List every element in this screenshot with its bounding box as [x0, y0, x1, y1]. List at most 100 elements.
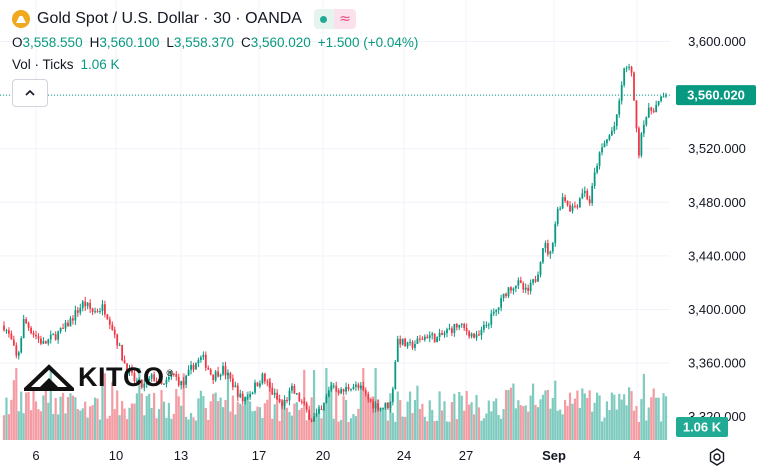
volume-bar [364, 393, 367, 440]
volume-bar [106, 418, 109, 440]
candle-body [519, 280, 522, 284]
candle-body [453, 323, 456, 333]
candle-body [148, 378, 151, 381]
chart-settings-button[interactable] [705, 445, 729, 469]
volume-bar [440, 410, 444, 440]
candle-body [217, 371, 220, 377]
candle-body [167, 377, 170, 380]
volume-bar [27, 392, 30, 440]
volume-bar [608, 410, 611, 440]
candle-body [559, 208, 562, 210]
volume-bar [595, 392, 599, 440]
candle-body [588, 199, 591, 204]
market-status-pill[interactable]: ≈ [313, 9, 356, 29]
volume-bar [455, 419, 458, 440]
candle-body [197, 359, 200, 364]
volume-bar [93, 397, 97, 440]
volume-bar [34, 401, 38, 440]
candle-body [635, 100, 638, 129]
collapse-legend-button[interactable] [12, 79, 48, 107]
candle-body [416, 338, 419, 345]
candle-body [556, 208, 559, 225]
candle-body [630, 66, 633, 73]
gold-coin-icon[interactable] [12, 10, 30, 28]
volume-bar [170, 418, 173, 440]
candle-body [357, 384, 360, 388]
volume-bar [495, 398, 498, 440]
candle-body [640, 133, 643, 156]
candle-body [261, 373, 264, 384]
last-volume-badge-label: 1.06 K [683, 420, 722, 435]
volume-bar [664, 396, 668, 440]
candle-body [482, 324, 485, 330]
candle-body [298, 393, 301, 402]
symbol-title[interactable]: Gold Spot / U.S. Dollar · 30 · OANDA [37, 10, 302, 27]
candle-body [133, 372, 136, 382]
candle-body [473, 333, 475, 338]
kitco-watermark: KITCO ® [24, 362, 174, 393]
price-tick-label: 3,400.000 [688, 302, 746, 317]
candle-body [660, 96, 662, 101]
volume-bar [121, 401, 124, 440]
price-tick-label: 3,480.000 [688, 195, 746, 210]
candle-body [450, 328, 453, 333]
volume-bar [98, 419, 102, 440]
candle-body [192, 364, 195, 370]
candle-body [364, 390, 367, 394]
candle-body [389, 402, 392, 409]
candle-body [549, 251, 552, 255]
candle-body [524, 287, 527, 290]
candle-body [283, 399, 286, 406]
volume-bar [463, 410, 466, 440]
close-key: C [240, 35, 251, 50]
ohlc-high: H3,560.100 [90, 35, 160, 50]
time-axis[interactable]: 6 10 13 17 20 24 27 Sep 4 [32, 448, 640, 463]
candle-body [52, 334, 55, 336]
candle-body [15, 345, 18, 356]
volume-bar [411, 413, 414, 440]
candle-body [618, 100, 621, 115]
volume-bar [125, 419, 129, 440]
volume-bar [49, 368, 52, 440]
watermark-registered: ® [166, 368, 174, 378]
volume-bar [618, 393, 621, 440]
volume-bar [212, 393, 215, 440]
candle-body [478, 334, 480, 336]
volume-label[interactable]: Vol · Ticks [12, 57, 74, 72]
candle-body [246, 397, 249, 399]
time-tick-label: 10 [109, 448, 123, 463]
candle-body [54, 334, 57, 340]
volume-bar [352, 414, 355, 440]
volume-bar [25, 392, 28, 440]
candle-body [40, 338, 42, 344]
candle-body [512, 288, 515, 291]
candle-body [84, 301, 87, 307]
volume-bar [157, 409, 161, 440]
candle-body [67, 322, 69, 327]
candle-body [20, 338, 23, 353]
volume-bar [490, 411, 493, 440]
candle-body [345, 386, 347, 392]
candle-body [332, 385, 335, 387]
volume-bar [532, 383, 535, 440]
volume-bar [192, 417, 195, 440]
volume-bar [379, 410, 382, 440]
volume-bar [500, 418, 503, 440]
volume-bar [285, 407, 289, 440]
volume-bar [551, 397, 554, 440]
candle-body [268, 382, 271, 388]
candle-body [443, 333, 446, 335]
volume-bar [436, 420, 439, 440]
price-axis[interactable]: 3,320.0003,360.0003,400.0003,440.0003,48… [670, 0, 770, 473]
volume-bar [39, 411, 43, 440]
candle-body [551, 243, 554, 252]
volume-bar [305, 420, 308, 440]
candle-body [569, 204, 571, 212]
candle-body [355, 384, 357, 387]
volume-bar [135, 393, 138, 440]
candlesticks [3, 63, 667, 423]
candle-body [153, 374, 156, 381]
candle-body [522, 283, 525, 290]
candle-body [76, 310, 79, 313]
